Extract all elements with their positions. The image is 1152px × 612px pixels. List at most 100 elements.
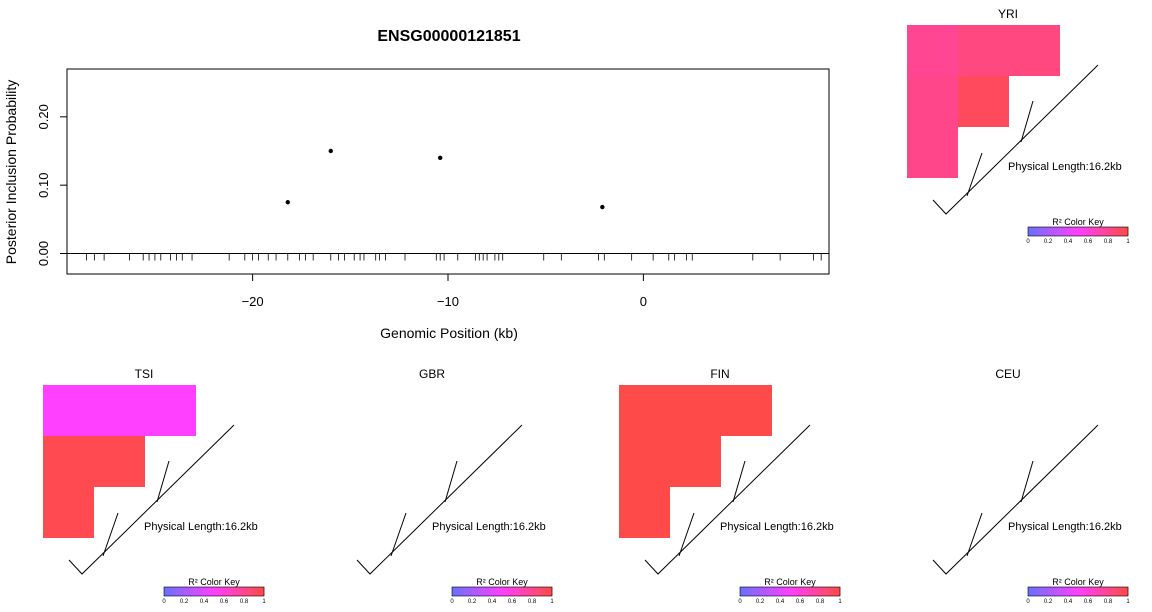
physical-length-label: Physical Length:16.2kb [1008, 521, 1122, 533]
color-key-swatch [259, 587, 262, 596]
ld-snp-connector [444, 460, 458, 503]
ld-panel-tsi: TSI Physical Length:16.2kb R² Color Key 0 0.… [43, 367, 266, 605]
color-key-swatch [1125, 587, 1129, 596]
color-key-swatch [254, 587, 257, 596]
color-key-swatch [790, 587, 793, 596]
color-key-swatch [484, 587, 488, 596]
color-key-swatch [181, 587, 185, 596]
color-key-swatch [802, 587, 806, 596]
ld-panel-yri: YRI Physical Length:16.2kb R² Color Key 0 0.… [907, 7, 1130, 245]
ld-snp-connector [102, 512, 119, 557]
color-key-swatch [219, 587, 222, 596]
color-key-swatch [542, 587, 545, 596]
ld-cell [670, 436, 721, 487]
color-key-tick: 0.8 [240, 599, 249, 605]
color-key-swatch [529, 587, 533, 596]
scatter-plot: −20 −10 0 0.00 0.10 0.20 [36, 68, 830, 309]
color-key-swatch [1050, 227, 1054, 236]
color-key-swatch [204, 587, 207, 596]
color-key-swatch [514, 587, 518, 596]
color-key-swatch [1043, 227, 1046, 236]
color-key-swatch [1083, 227, 1086, 236]
color-key-tick: 0.2 [1044, 599, 1053, 605]
color-key-swatch [229, 587, 232, 596]
color-key-tick: 0 [1026, 239, 1030, 245]
color-key-swatch [467, 587, 470, 596]
color-key-swatch [1123, 227, 1126, 236]
x-tick-label: −10 [437, 294, 459, 309]
color-key-swatch [1060, 587, 1064, 596]
color-key-swatch [209, 587, 212, 596]
ld-cell [145, 385, 196, 436]
color-key-tick: 0.2 [180, 599, 189, 605]
color-key-swatch [1053, 587, 1056, 596]
color-key-swatch [1070, 587, 1074, 596]
color-key-swatch [1065, 227, 1069, 236]
data-point [437, 155, 443, 161]
ld-snp-connector [678, 512, 695, 557]
color-key-swatch [199, 587, 202, 596]
color-key-swatch [780, 587, 783, 596]
color-key-swatch [1110, 227, 1114, 236]
ld-panel-fin: FIN Physical Length:16.2kb R² Color Key 0 0.… [619, 367, 842, 605]
y-axis-label: Posterior Inclusion Probability [3, 80, 19, 264]
color-key-swatch [1043, 587, 1046, 596]
color-key-swatch [795, 587, 798, 596]
color-key-swatch [785, 587, 788, 596]
color-key-swatch [1080, 227, 1084, 236]
population-label: YRI [998, 7, 1018, 21]
ld-snp-connector [1020, 100, 1034, 143]
color-key-swatch [499, 587, 503, 596]
color-key-swatch [750, 587, 753, 596]
color-key-swatch [1100, 227, 1104, 236]
color-key-swatch [1058, 587, 1061, 596]
color-key-swatch [1103, 587, 1106, 596]
color-key-swatch [1038, 587, 1041, 596]
color-key-swatch [184, 587, 187, 596]
color-key-tick: 1 [262, 599, 266, 605]
color-key-swatch [211, 587, 215, 596]
color-key-tick: 0.8 [1104, 239, 1113, 245]
color-key-swatch [825, 587, 828, 596]
color-key-swatch [241, 587, 245, 596]
color-key-title: R² Color Key [1052, 577, 1104, 587]
color-key-swatch [512, 587, 515, 596]
ld-cell [94, 385, 145, 436]
color-key-frame [1027, 226, 1129, 237]
data-point [600, 204, 605, 210]
color-key-swatch [479, 587, 483, 596]
color-key-swatch [1048, 587, 1051, 596]
color-key-tick: 0.4 [488, 599, 497, 605]
color-key-swatch [519, 587, 523, 596]
color-key-swatch [1030, 587, 1034, 596]
y-tick-label: 0.10 [36, 173, 51, 198]
color-key-swatch [807, 587, 811, 596]
color-key-swatch [504, 587, 508, 596]
color-key-swatch [189, 587, 192, 596]
color-key-tick: 0.6 [220, 599, 229, 605]
population-label: TSI [135, 367, 154, 381]
ld-cell [1009, 25, 1060, 76]
color-key-swatch [234, 587, 237, 596]
x-tick-label: 0 [640, 294, 647, 309]
color-key-swatch [246, 587, 250, 596]
ld-panel-ceu: CEU Physical Length:16.2kb R² Color Key 0 0.… [932, 367, 1130, 605]
color-key-swatch [469, 587, 473, 596]
color-key-swatch [539, 587, 543, 596]
color-key-swatch [777, 587, 781, 596]
ld-position-axis [644, 424, 811, 575]
color-key-swatch [1080, 587, 1084, 596]
scatter-title: ENSG00000121851 [377, 28, 520, 45]
color-key-swatch [827, 587, 831, 596]
physical-length-label: Physical Length:16.2kb [432, 521, 546, 533]
color-key-swatch [497, 587, 500, 596]
ld-cell [670, 385, 721, 436]
ld-cell [43, 385, 94, 436]
color-key-swatch [792, 587, 796, 596]
color-key-swatch [549, 587, 553, 596]
ld-snp-connector [966, 152, 983, 197]
ld-cell [619, 385, 670, 436]
color-key-swatch [1028, 587, 1031, 596]
color-key-swatch [502, 587, 505, 596]
color-key-swatch [489, 587, 493, 596]
